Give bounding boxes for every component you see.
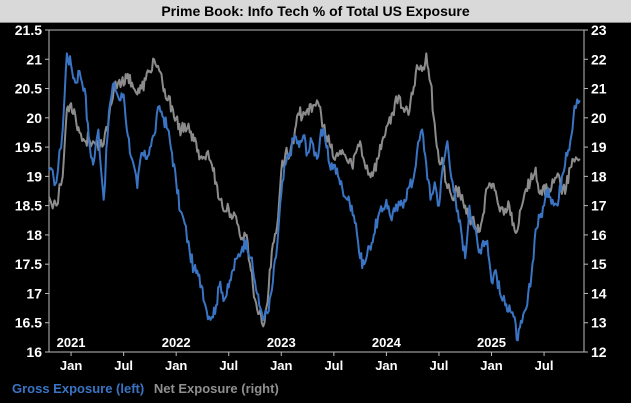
year-label: 2025	[477, 335, 506, 350]
gross-exposure-line	[48, 52, 581, 342]
x-axis-month-label: Jul	[324, 358, 343, 373]
x-axis-month-label: Jul	[535, 358, 554, 373]
legend: Gross Exposure (left) Net Exposure (righ…	[12, 381, 279, 396]
left-axis-label: 17	[26, 285, 42, 301]
x-axis-month-label: Jul	[219, 358, 238, 373]
left-axis-label: 20.5	[15, 81, 42, 97]
x-axis-month-label: Jan	[270, 358, 292, 373]
x-axis-month-label: Jan	[375, 358, 397, 373]
right-axis-label: 20	[591, 110, 607, 126]
right-axis-label: 16	[591, 227, 607, 243]
x-axis-month-label: Jan	[165, 358, 187, 373]
year-label: 2024	[372, 335, 402, 350]
plot-frame	[48, 29, 585, 353]
x-axis-month-label: Jul	[430, 358, 449, 373]
x-axis-month-label: Jan	[60, 358, 82, 373]
left-axis-label: 19.5	[15, 139, 42, 155]
right-axis-label: 19	[591, 139, 607, 155]
left-axis-label: 20	[26, 110, 42, 126]
left-axis-label: 21	[26, 51, 42, 67]
year-label: 2021	[57, 335, 86, 350]
left-axis-label: 17.5	[15, 256, 42, 272]
left-axis-label: 18	[26, 227, 42, 243]
net-exposure-line	[48, 52, 581, 328]
left-axis-label: 19	[26, 168, 42, 184]
chart-title-bar: Prime Book: Info Tech % of Total US Expo…	[0, 0, 631, 23]
year-label: 2022	[162, 335, 191, 350]
right-axis-label: 13	[591, 315, 607, 331]
right-axis-label: 12	[591, 344, 607, 360]
right-axis-label: 14	[591, 285, 607, 301]
legend-gross-exposure: Gross Exposure (left)	[12, 381, 145, 396]
legend-net-exposure: Net Exposure (right)	[153, 381, 279, 396]
right-axis-label: 22	[591, 51, 607, 67]
right-axis-label: 17	[591, 198, 607, 214]
left-axis-label: 16	[26, 344, 42, 360]
x-axis-month-label: Jul	[114, 358, 133, 373]
x-axis-month-label: Jan	[480, 358, 502, 373]
chart-title: Prime Book: Info Tech % of Total US Expo…	[161, 3, 470, 19]
right-axis-label: 23	[591, 22, 607, 38]
right-axis-label: 21	[591, 81, 607, 97]
left-axis-label: 21.5	[15, 22, 42, 38]
year-label: 2023	[267, 335, 296, 350]
right-axis-label: 18	[591, 168, 607, 184]
left-axis-label: 18.5	[15, 198, 42, 214]
left-axis-label: 16.5	[15, 315, 42, 331]
right-axis-label: 15	[591, 256, 607, 272]
chart-area: 16 16.5 17 17.5 18 18.5 19 19.5 20 20.5 21 21.5 12 13…	[15, 22, 607, 373]
